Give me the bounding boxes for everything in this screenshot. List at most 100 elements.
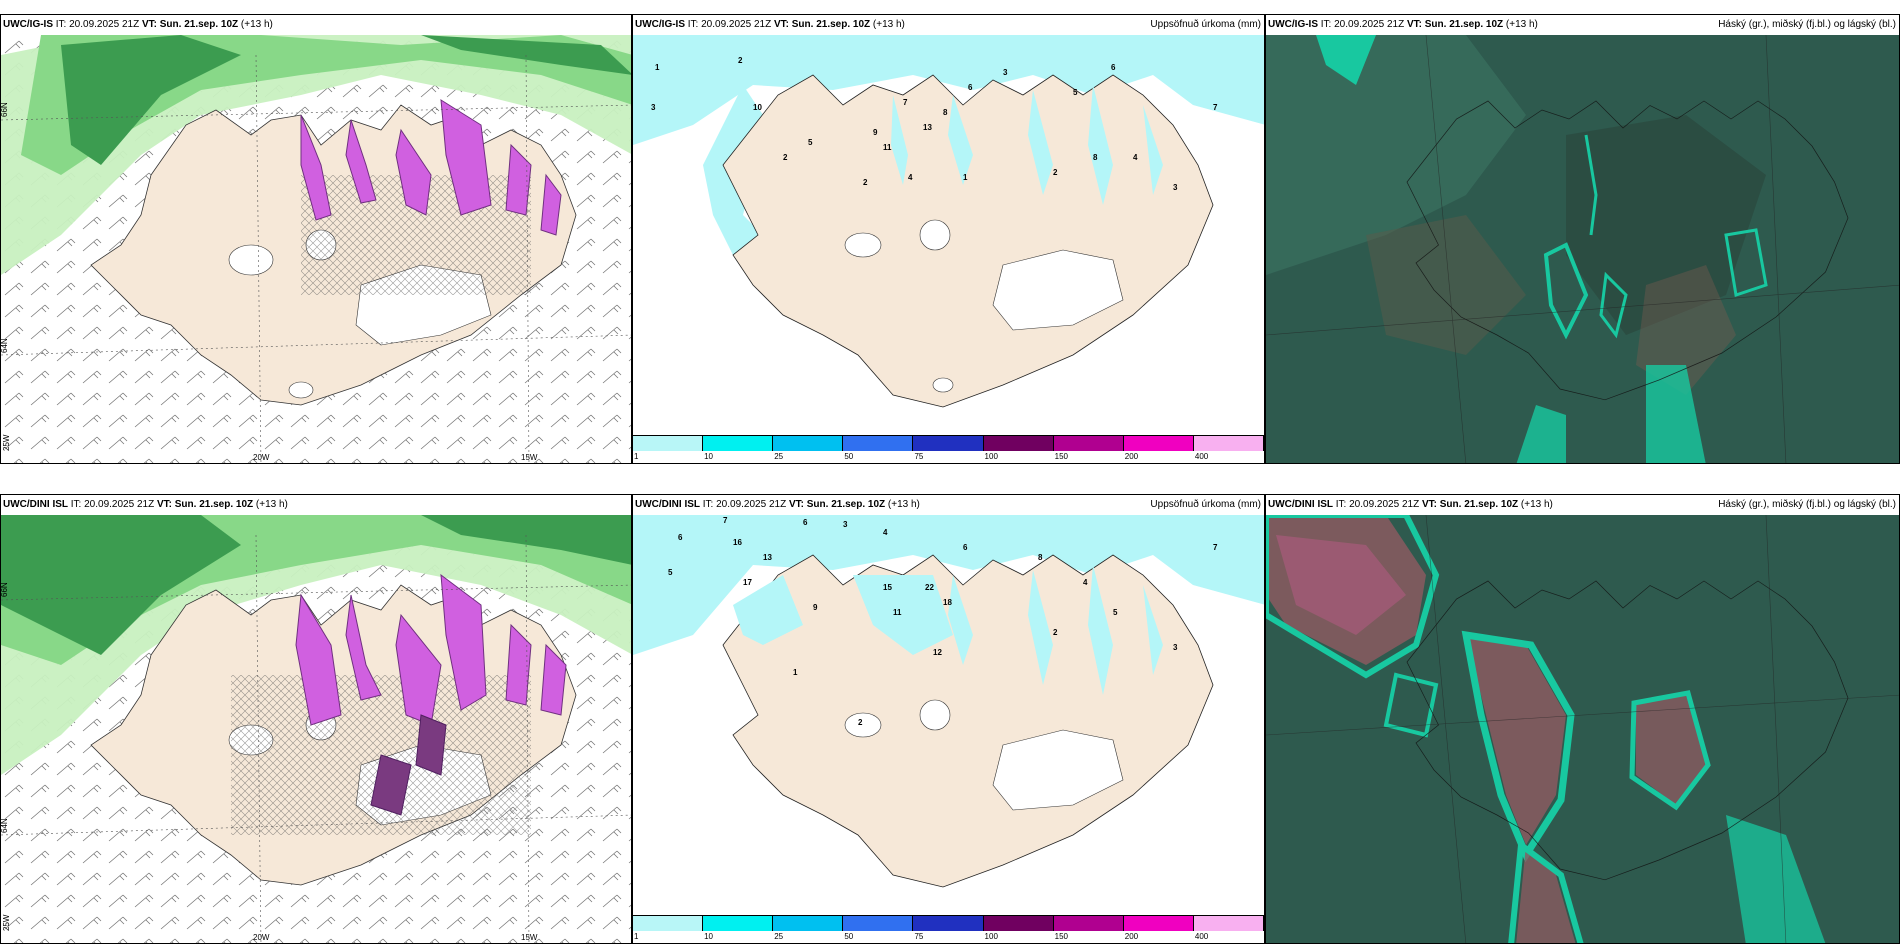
precip-value: 13 — [763, 553, 772, 562]
precip-value: 8 — [1038, 553, 1043, 562]
vt-label: VT: — [141, 19, 157, 30]
precip-title: Uppsöfnuð úrkoma (mm) — [1150, 19, 1261, 30]
it-label: IT: — [70, 499, 82, 510]
model-name: UWC/DINI ISL — [635, 499, 700, 510]
model-name: UWC/IG-IS — [635, 19, 685, 30]
lon-label-20w: 20W — [253, 933, 270, 942]
legend-tick-label: 100 — [984, 452, 998, 461]
vt-value: Sun. 21.sep. 10Z — [1439, 499, 1519, 510]
lead-time: (+13 h) — [255, 499, 288, 510]
legend-swatch — [773, 915, 844, 931]
precip-panel-top: UWC/IG-IS IT: 20.09.2025 21Z VT: Sun. 21… — [632, 14, 1265, 464]
legend-tick-label: 50 — [844, 932, 854, 941]
precip-title: Uppsöfnuð úrkoma (mm) — [1150, 499, 1261, 510]
wind-precip-map: 25W 20W 15W 66N 64N — [1, 35, 631, 463]
legend-swatch — [983, 915, 1054, 931]
legend-swatch — [843, 915, 914, 931]
lat-label-64n: 64N — [1, 338, 9, 353]
legend-swatch — [773, 435, 844, 451]
it-value: 20.09.2025 21Z — [1349, 499, 1420, 510]
it-label: IT: — [702, 499, 714, 510]
legend-swatch — [913, 915, 984, 931]
legend-tick-label: 50 — [844, 452, 854, 461]
precip-value: 3 — [1003, 68, 1008, 77]
precip-value: 3 — [1173, 183, 1178, 192]
precip-value: 4 — [908, 173, 913, 182]
precip-value: 4 — [1083, 578, 1088, 587]
precip-value: 22 — [925, 583, 934, 592]
legend-tick-label: 1 — [634, 932, 639, 941]
vt-label: VT: — [156, 499, 172, 510]
precip-value: 15 — [883, 583, 892, 592]
legend-tick-label: 150 — [1054, 452, 1069, 461]
precip-value: 1 — [655, 63, 660, 72]
it-label: IT: — [55, 19, 67, 30]
precip-map: 1 2 3 5 6 7 8 13 11 4 2 9 10 2 3 5 4 1 2… — [633, 35, 1264, 437]
precip-value: 7 — [903, 98, 908, 107]
vt-value: Sun. 21.sep. 10Z — [791, 19, 871, 30]
precip-value: 9 — [813, 603, 818, 612]
precip-value: 2 — [783, 153, 788, 162]
legend-tick-label: 200 — [1124, 932, 1139, 941]
vt-label: VT: — [773, 19, 789, 30]
lon-label-20w: 20W — [253, 453, 270, 462]
it-value: 20.09.2025 21Z — [84, 499, 155, 510]
precip-value: 6 — [1111, 63, 1116, 72]
legend-tick-label: 10 — [704, 452, 714, 461]
legend-tick-label: 75 — [914, 452, 924, 461]
legend-tick-label: 75 — [914, 932, 924, 941]
vt-label: VT: — [788, 499, 804, 510]
precip-value: 12 — [933, 648, 942, 657]
precip-value: 7 — [1213, 543, 1218, 552]
legend-tick-label: 10 — [704, 932, 714, 941]
precip-value: 5 — [1073, 88, 1078, 97]
legend-swatch — [1123, 915, 1194, 931]
cloud-title: Háský (gr.), miðský (fj.bl.) og lágský (… — [1718, 19, 1896, 30]
precip-value: 13 — [923, 123, 932, 132]
precip-value: 1 — [963, 173, 968, 182]
vt-value: Sun. 21.sep. 10Z — [1424, 19, 1504, 30]
legend-tick-label: 200 — [1124, 452, 1139, 461]
legend-swatch — [1193, 915, 1264, 931]
precip-value: 6 — [678, 533, 683, 542]
legend-swatch — [1053, 915, 1124, 931]
lead-time: (+13 h) — [887, 499, 920, 510]
precip-value: 6 — [803, 518, 808, 527]
wind-precip-map: 25W 20W 15W 66N 64N — [1, 515, 631, 943]
legend-swatch — [983, 435, 1054, 451]
legend-swatch — [1123, 435, 1194, 451]
vt-value: Sun. 21.sep. 10Z — [806, 499, 886, 510]
it-value: 20.09.2025 21Z — [69, 19, 140, 30]
legend-tick-label: 400 — [1194, 452, 1209, 461]
vt-label: VT: — [1406, 19, 1422, 30]
panel-header: UWC/DINI ISL IT: 20.09.2025 21Z VT: Sun.… — [633, 495, 1264, 515]
precip-value: 3 — [651, 103, 656, 112]
vt-value: Sun. 21.sep. 10Z — [159, 19, 239, 30]
panel-header: UWC/IG-IS IT: 20.09.2025 21Z VT: Sun. 21… — [1, 15, 631, 35]
precip-panel-bottom: UWC/DINI ISL IT: 20.09.2025 21Z VT: Sun.… — [632, 494, 1265, 944]
lon-label-15w: 15W — [521, 933, 538, 942]
precip-value: 6 — [963, 543, 968, 552]
legend-swatch — [843, 435, 914, 451]
cloud-map — [1266, 515, 1899, 943]
legend-tick-label: 100 — [984, 932, 998, 941]
precip-value: 4 — [1133, 153, 1138, 162]
it-value: 20.09.2025 21Z — [1334, 19, 1405, 30]
precip-value: 2 — [863, 178, 868, 187]
precip-value: 4 — [883, 528, 888, 537]
precip-value: 8 — [943, 108, 948, 117]
lead-time: (+13 h) — [240, 19, 273, 30]
precip-value: 2 — [738, 56, 743, 65]
precip-value: 7 — [1213, 103, 1218, 112]
it-label: IT: — [687, 19, 699, 30]
legend-tick-label: 25 — [774, 452, 784, 461]
lat-label-66n: 66N — [1, 102, 9, 117]
precip-value: 2 — [1053, 628, 1058, 637]
precip-value: 2 — [1053, 168, 1058, 177]
it-label: IT: — [1320, 19, 1332, 30]
legend-swatch — [703, 915, 774, 931]
legend-swatch — [913, 435, 984, 451]
lead-time: (+13 h) — [1505, 19, 1538, 30]
legend-tick-label: 150 — [1054, 932, 1069, 941]
model-name: UWC/DINI ISL — [1268, 499, 1333, 510]
